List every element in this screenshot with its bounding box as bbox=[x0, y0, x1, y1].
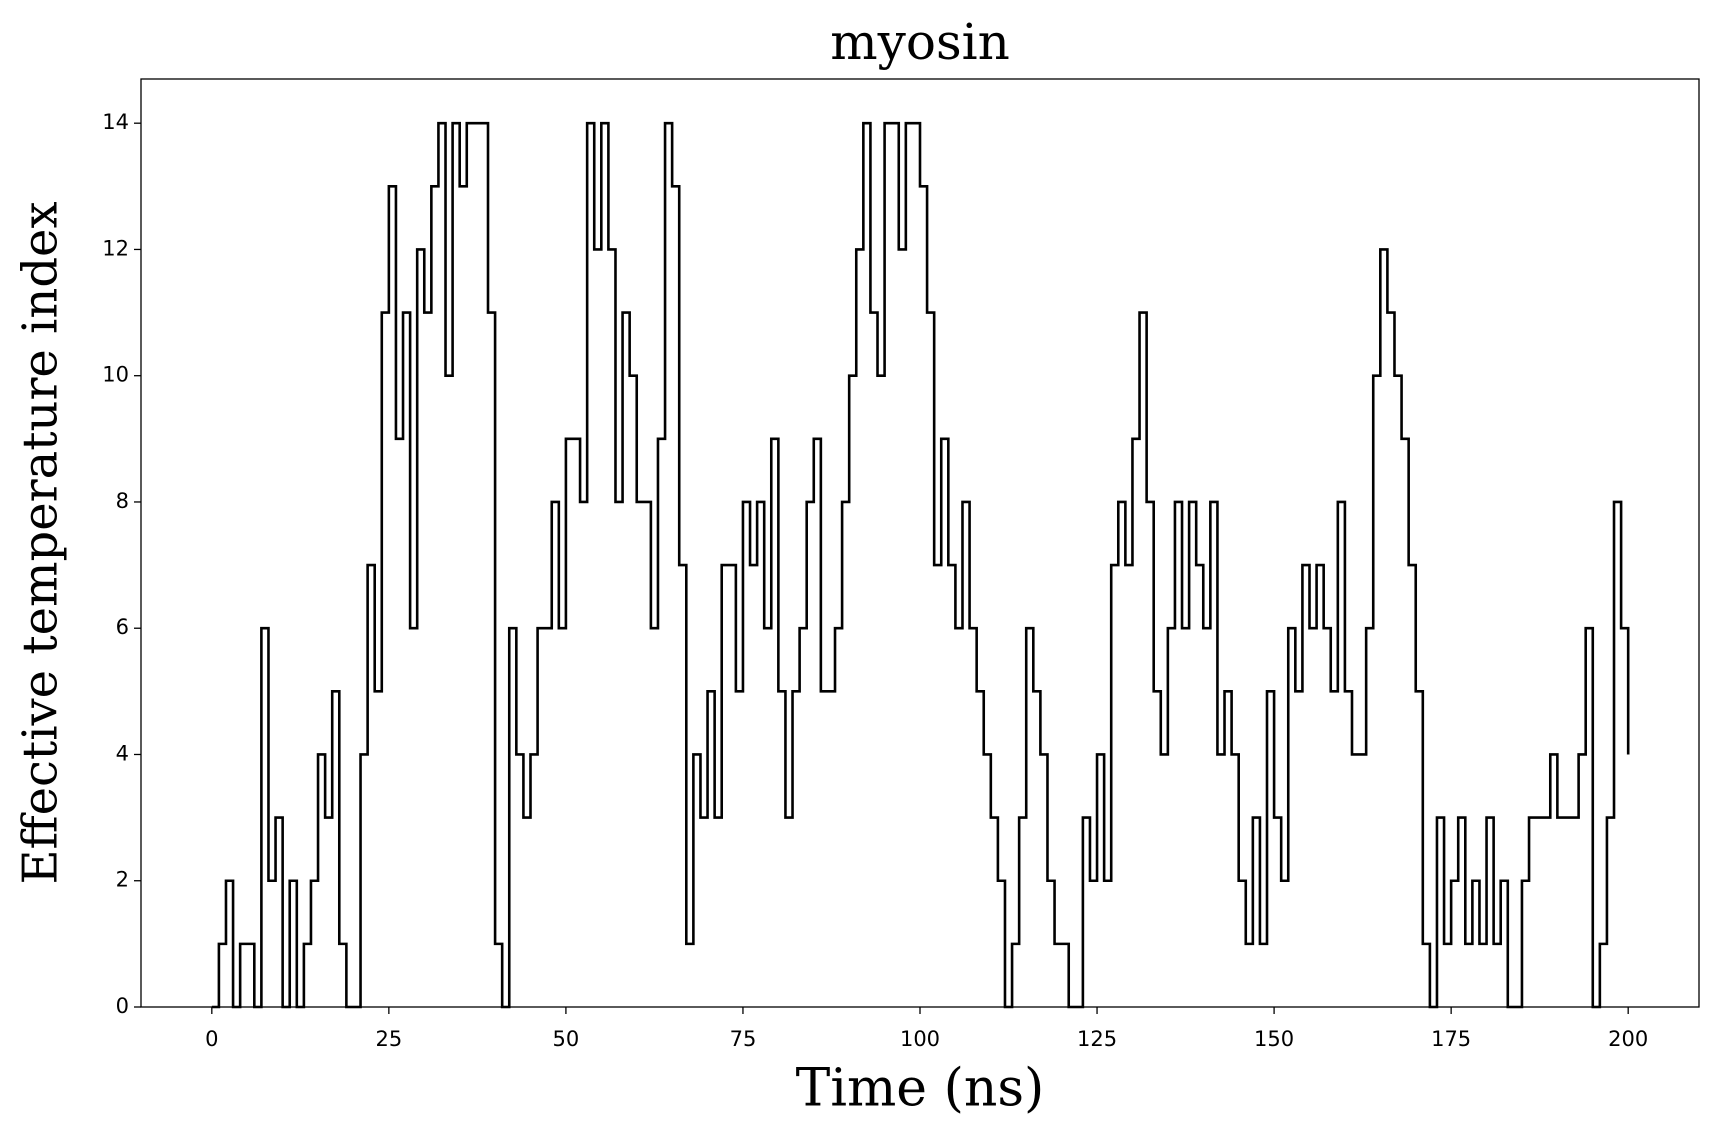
y-tick-label: 12 bbox=[102, 236, 129, 260]
x-tick-label: 75 bbox=[730, 1027, 757, 1051]
x-axis-label: Time (ns) bbox=[796, 1059, 1045, 1119]
x-tick-label: 0 bbox=[205, 1027, 218, 1051]
y-tick-label: 6 bbox=[116, 615, 129, 639]
x-tick-label: 175 bbox=[1431, 1027, 1471, 1051]
y-tick-label: 8 bbox=[116, 489, 129, 513]
y-tick-label: 2 bbox=[116, 868, 129, 892]
y-tick-label: 4 bbox=[116, 741, 129, 765]
data-line bbox=[211, 121, 1630, 1009]
x-tick-label: 150 bbox=[1254, 1027, 1294, 1051]
y-axis-label: Effective temperature index bbox=[13, 201, 69, 884]
y-tick-label: 0 bbox=[116, 994, 129, 1018]
x-tick-label: 50 bbox=[553, 1027, 580, 1051]
x-tick-label: 200 bbox=[1608, 1027, 1648, 1051]
chart-title: myosin bbox=[830, 13, 1010, 71]
x-tick-label: 100 bbox=[900, 1027, 940, 1051]
y-tick-label: 14 bbox=[102, 110, 129, 134]
x-tick-label: 25 bbox=[375, 1027, 402, 1051]
y-tick-label: 10 bbox=[102, 363, 129, 387]
x-tick-label: 125 bbox=[1077, 1027, 1117, 1051]
plot-frame bbox=[140, 78, 1700, 1008]
